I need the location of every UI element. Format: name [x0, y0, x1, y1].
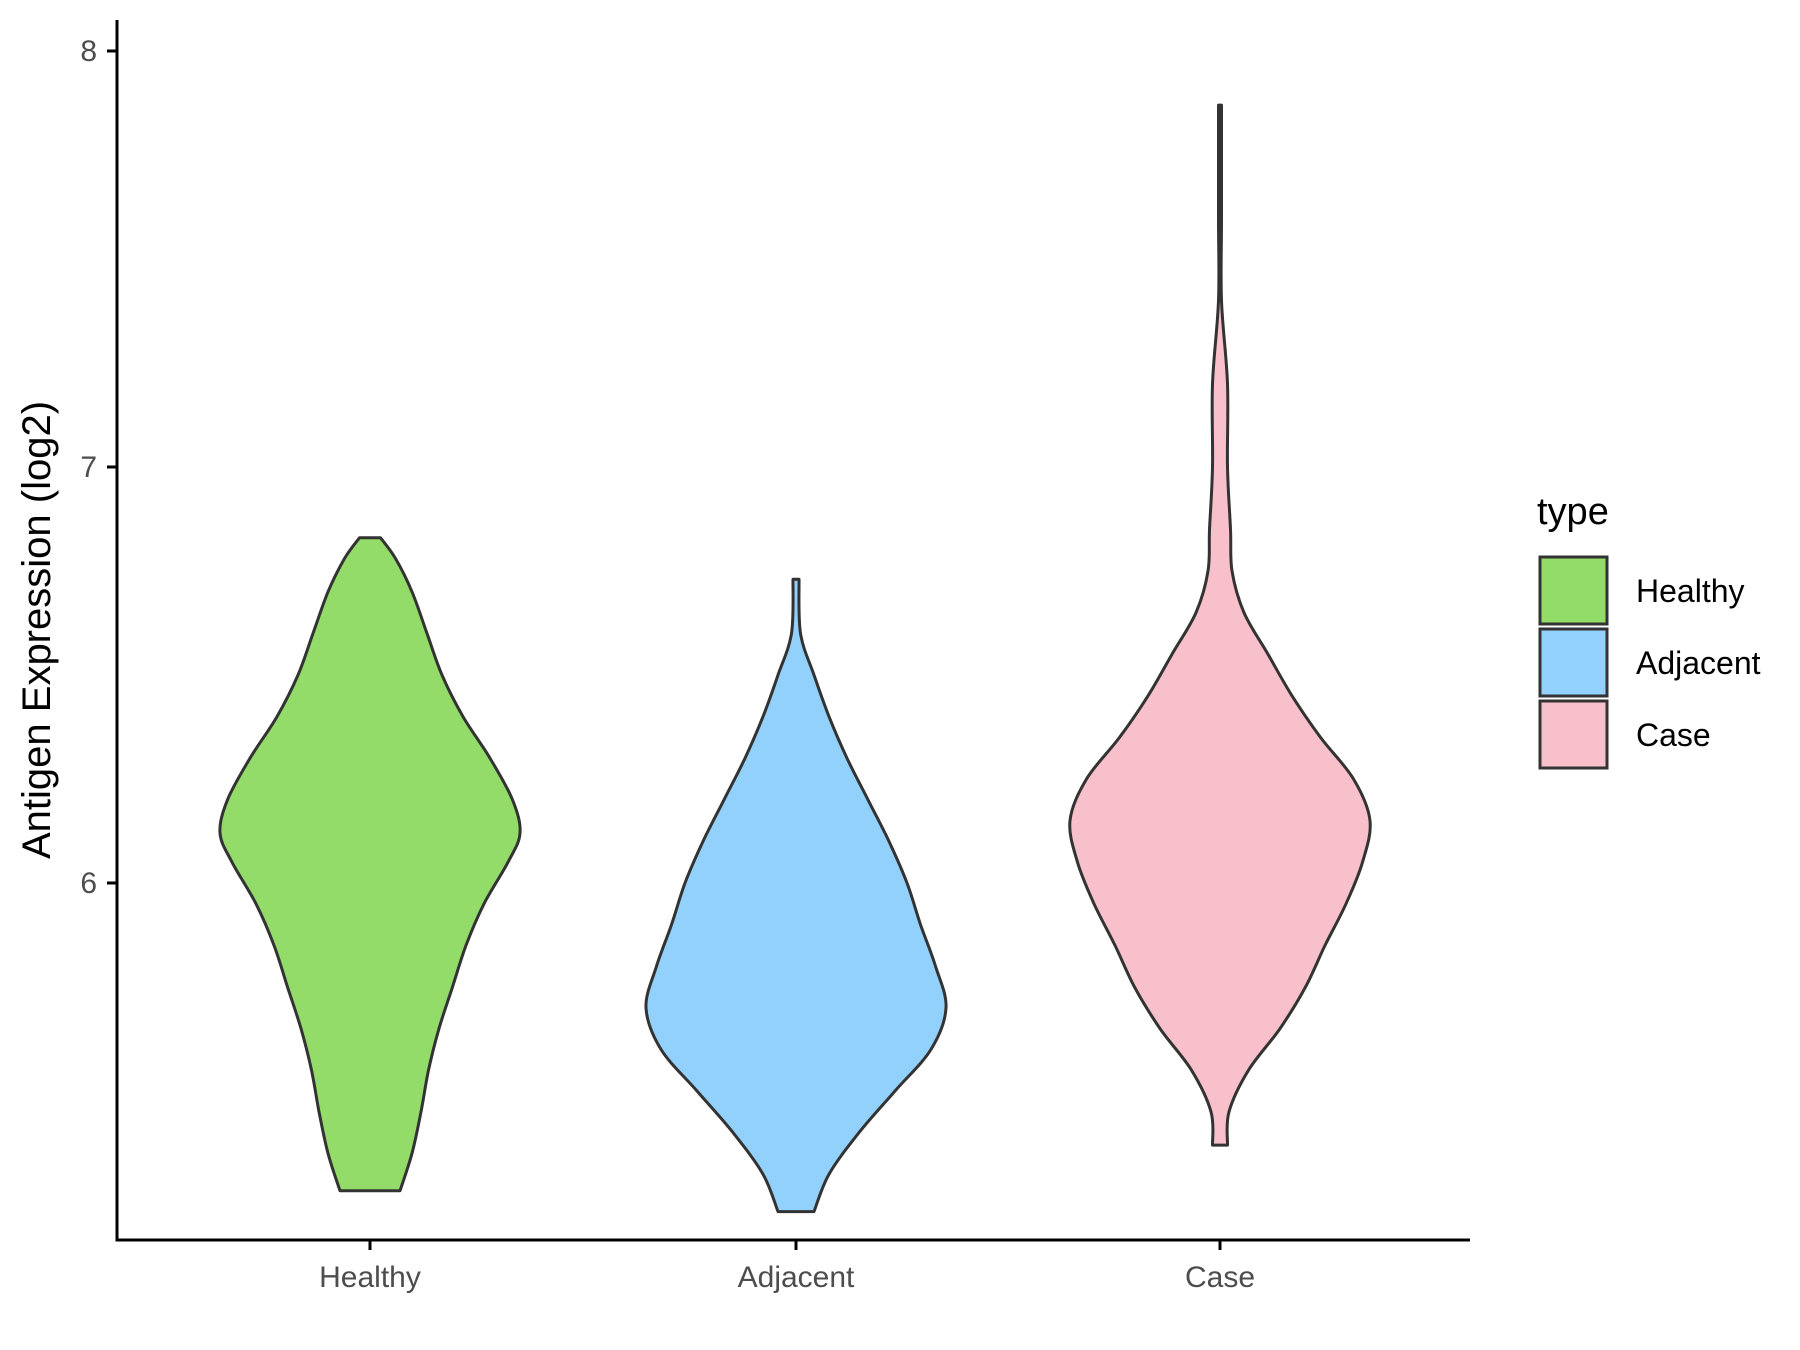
violin-healthy: [218, 536, 522, 1193]
y-axis-ticks: 6 7 8: [80, 35, 117, 900]
y-tick-label: 8: [80, 35, 97, 68]
violin-adjacent: [644, 577, 948, 1214]
legend-key-adjacent: [1538, 627, 1609, 698]
y-tick-label: 6: [80, 867, 97, 900]
axes: [115, 20, 1470, 1242]
legend-label-adjacent: Adjacent: [1636, 645, 1761, 681]
x-tick-label: Healthy: [319, 1261, 421, 1294]
x-tick-label: Adjacent: [738, 1261, 855, 1294]
legend-key-healthy: [1538, 555, 1609, 626]
y-tick-label: 7: [80, 451, 97, 484]
violin-layer: [218, 103, 1372, 1214]
y-axis-title: Antigen Expression (log2): [15, 401, 59, 859]
legend-key-case: [1538, 699, 1609, 770]
x-axis-ticks: Healthy Adjacent Case: [319, 1240, 1255, 1294]
x-tick-label: Case: [1185, 1261, 1255, 1294]
legend-label-case: Case: [1636, 717, 1711, 753]
legend-title: type: [1537, 491, 1609, 533]
legend: type Healthy Adjacent Case: [1537, 491, 1761, 770]
violin-case: [1068, 103, 1372, 1147]
legend-label-healthy: Healthy: [1636, 573, 1745, 609]
